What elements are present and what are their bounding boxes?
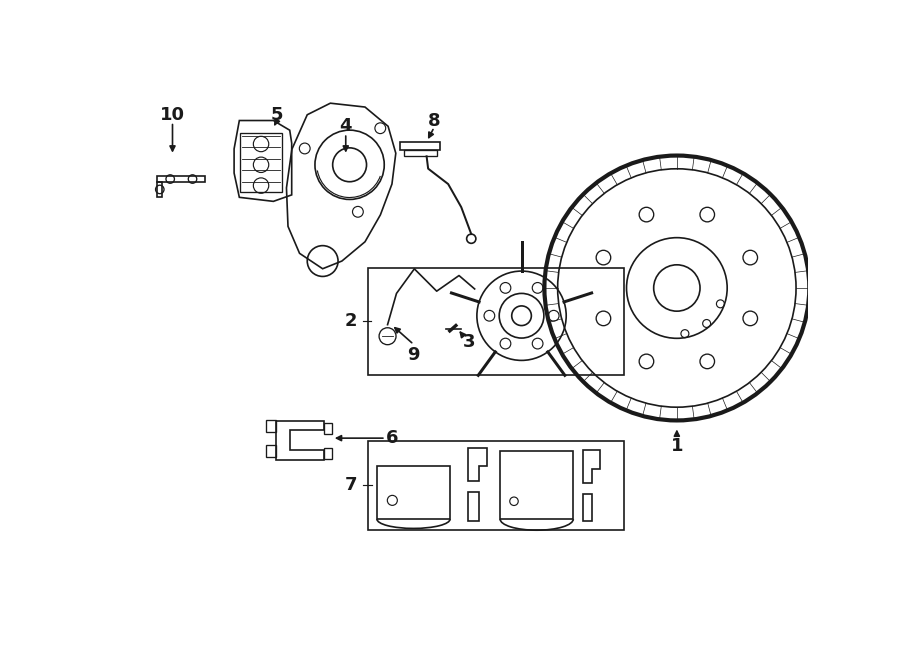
Text: 1: 1 xyxy=(670,437,683,455)
Text: 6: 6 xyxy=(386,429,398,447)
Bar xyxy=(266,420,276,432)
Text: 10: 10 xyxy=(160,106,185,124)
Bar xyxy=(324,448,332,459)
Text: 3: 3 xyxy=(463,333,475,352)
Bar xyxy=(324,423,332,434)
Text: 8: 8 xyxy=(428,112,441,130)
Bar xyxy=(368,441,624,529)
Text: 9: 9 xyxy=(408,346,420,364)
Text: 5: 5 xyxy=(270,106,283,124)
Bar xyxy=(266,445,276,457)
Text: 7: 7 xyxy=(345,476,357,494)
Text: 2: 2 xyxy=(345,312,357,330)
Text: 4: 4 xyxy=(339,117,352,136)
Bar xyxy=(368,268,624,375)
